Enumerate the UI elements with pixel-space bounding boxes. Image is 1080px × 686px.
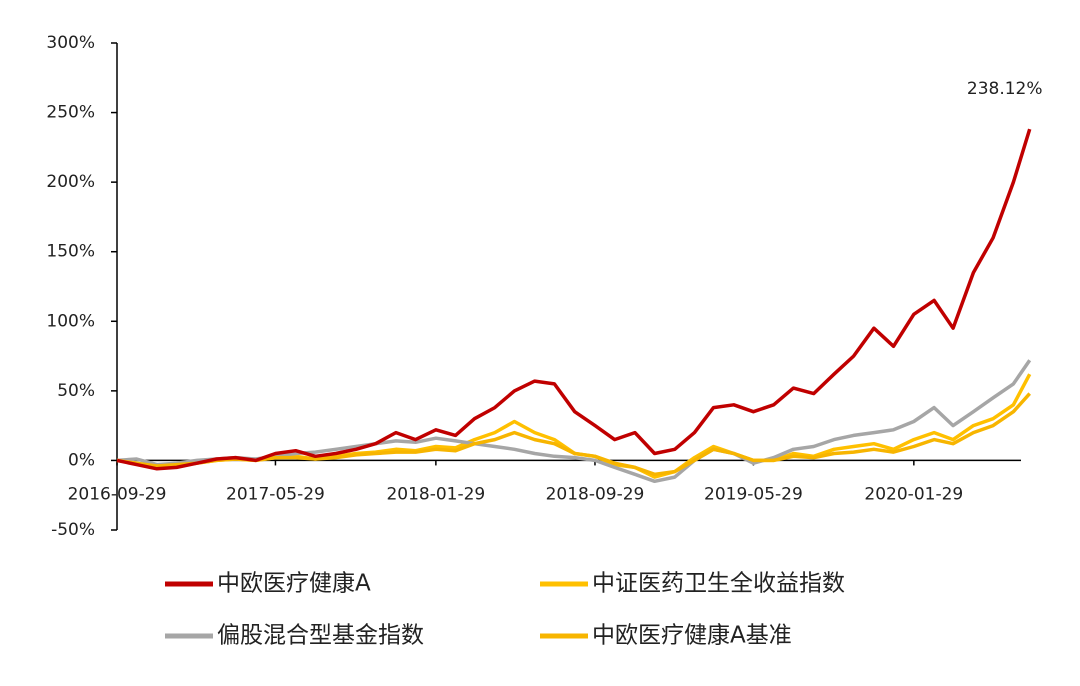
- y-tick-label: 200%: [46, 172, 95, 192]
- y-tick-label: 250%: [46, 103, 95, 123]
- x-tick-label: 2018-01-29: [386, 484, 485, 504]
- x-tick-label: 2017-05-29: [226, 484, 325, 504]
- value-label: 238.12%: [967, 79, 1043, 99]
- x-tick-label: 2016-09-29: [68, 484, 167, 504]
- y-tick-label: 100%: [46, 311, 95, 331]
- y-tick-label: 150%: [46, 242, 95, 262]
- x-tick-label: 2020-01-29: [864, 484, 963, 504]
- line: [116, 128, 1032, 471]
- y-tick-label: 300%: [46, 33, 95, 53]
- legend-label: 中欧医疗健康A: [217, 571, 371, 597]
- y-tick-label: 0%: [68, 450, 95, 470]
- line: [116, 392, 1032, 477]
- x-tick-label: 2019-05-29: [704, 484, 803, 504]
- legend-label: 偏股混合型基金指数: [217, 623, 424, 649]
- y-tick-label: -50%: [51, 520, 95, 540]
- legend-label: 中证医药卫生全收益指数: [592, 571, 845, 597]
- legend-label: 中欧医疗健康A基准: [592, 623, 792, 649]
- x-tick-label: 2018-09-29: [546, 484, 645, 504]
- y-tick-label: 50%: [57, 381, 95, 401]
- line: [116, 359, 1032, 484]
